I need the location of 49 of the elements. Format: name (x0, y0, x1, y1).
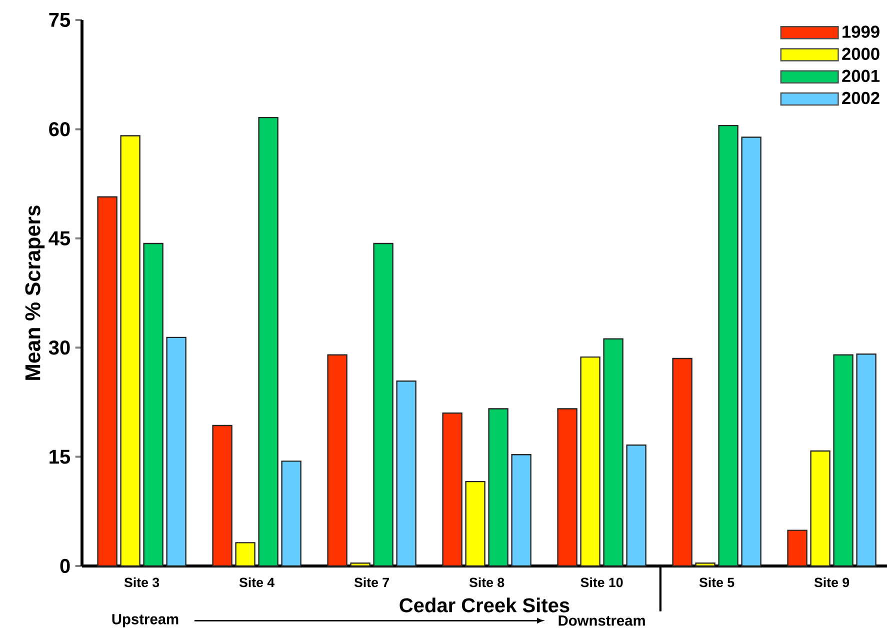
bar (718, 124, 738, 567)
bar (396, 380, 416, 567)
bar (373, 242, 394, 567)
bar (557, 408, 578, 567)
bar (833, 354, 854, 567)
bar (327, 354, 348, 567)
x-tick-label: Site 7 (354, 577, 389, 588)
bar (603, 338, 624, 567)
bar (488, 408, 508, 567)
x-tick-label: Site 10 (580, 577, 623, 588)
bar (465, 480, 486, 567)
legend-label: 2002 (842, 92, 880, 104)
bar (143, 242, 164, 567)
bar (695, 562, 716, 567)
y-axis-title: Mean % Scrapers (25, 206, 45, 380)
y-tick-label: 0 (60, 558, 70, 574)
bar (442, 412, 462, 567)
legend-label: 2000 (842, 48, 880, 60)
x-tick-label: Site 4 (239, 577, 275, 588)
y-tick-label: 30 (48, 340, 70, 355)
bar (212, 424, 232, 567)
y-tick-label: 60 (49, 122, 70, 136)
bar (120, 135, 140, 567)
bar (281, 460, 302, 567)
x-tick-label: Site 3 (124, 577, 160, 588)
legend-label: 2001 (842, 70, 880, 82)
bar (626, 444, 646, 567)
x-tick-label: Site 5 (699, 577, 734, 588)
bar (741, 136, 762, 567)
text: Upstream (112, 614, 178, 628)
bar (511, 454, 532, 567)
bar (580, 356, 600, 567)
bar (672, 358, 692, 567)
bar (810, 450, 830, 567)
text: Downstream (558, 616, 645, 626)
bar (350, 562, 370, 567)
legend-label: 1999 (842, 26, 880, 38)
x-tick-label: Site 9 (814, 577, 850, 588)
bar (856, 354, 876, 567)
bar (97, 196, 118, 567)
bar (166, 336, 186, 567)
bar (235, 542, 256, 567)
bar (258, 116, 278, 567)
y-tick-label: 75 (49, 13, 70, 27)
x-axis-title: Cedar Creek Sites (400, 598, 570, 612)
bar (787, 530, 808, 567)
y-tick-label: 15 (50, 450, 70, 464)
x-tick-label: Site 8 (469, 577, 504, 588)
y-tick-label: 45 (48, 231, 70, 246)
